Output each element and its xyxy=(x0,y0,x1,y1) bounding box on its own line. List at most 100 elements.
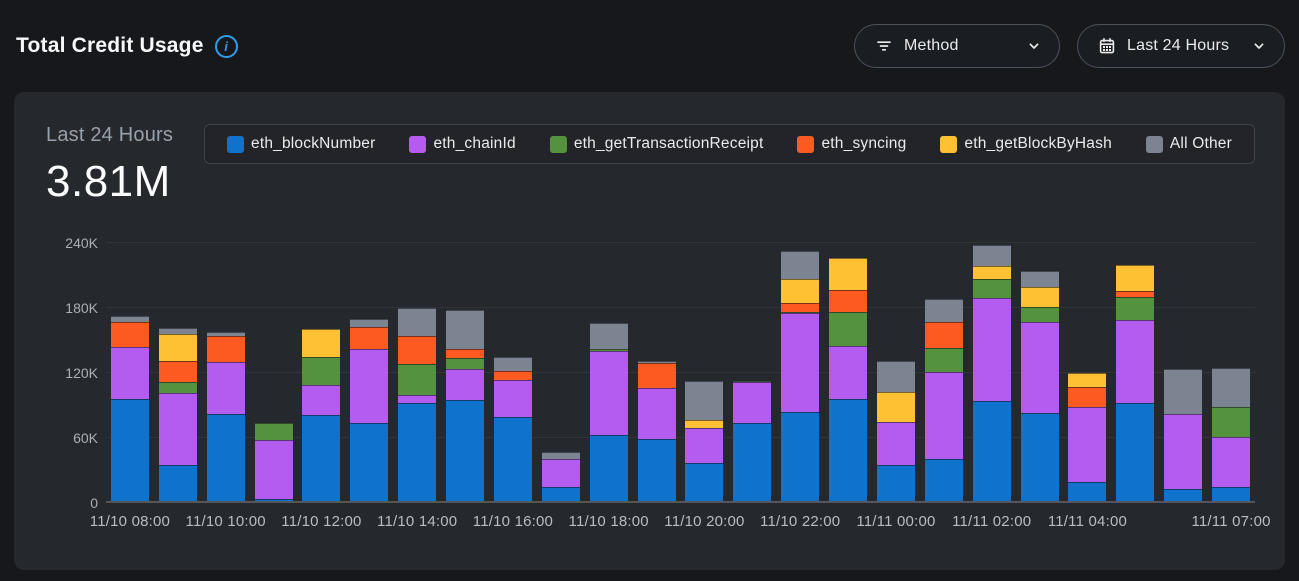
bar-segment-eth-chainid[interactable] xyxy=(206,362,245,415)
bar-segment-eth-syncing[interactable] xyxy=(350,327,389,350)
bar-segment-eth-chainid[interactable] xyxy=(398,394,437,404)
bar-segment-eth-gettransactionreceipt[interactable] xyxy=(1212,406,1251,437)
legend-item-eth-syncing[interactable]: eth_syncing xyxy=(797,135,906,153)
stacked-bar-11-11-02-00[interactable] xyxy=(972,245,1011,503)
stacked-bar-11-10-21-00[interactable] xyxy=(733,380,772,503)
bar-segment-eth-chainid[interactable] xyxy=(1116,319,1155,404)
bar-segment-eth-chainid[interactable] xyxy=(350,349,389,423)
bar-segment-all-other[interactable] xyxy=(541,452,580,459)
bar-segment-eth-syncing[interactable] xyxy=(829,289,868,313)
stacked-bar-11-10-10-00[interactable] xyxy=(206,331,245,503)
bar-segment-eth-chainid[interactable] xyxy=(1212,436,1251,487)
bar-segment-eth-gettransactionreceipt[interactable] xyxy=(733,380,772,382)
bar-segment-eth-syncing[interactable] xyxy=(446,349,485,358)
bar-segment-eth-syncing[interactable] xyxy=(110,322,149,347)
method-filter-dropdown[interactable]: Method xyxy=(854,24,1060,68)
bar-segment-eth-getblockbyhash[interactable] xyxy=(1116,264,1155,291)
bar-segment-eth-gettransactionreceipt[interactable] xyxy=(302,356,341,385)
bar-segment-eth-syncing[interactable] xyxy=(924,322,963,349)
bar-segment-eth-getblockbyhash[interactable] xyxy=(1020,287,1059,307)
bar-segment-eth-gettransactionreceipt[interactable] xyxy=(829,312,868,346)
bar-segment-all-other[interactable] xyxy=(206,331,245,337)
bar-segment-eth-getblockbyhash[interactable] xyxy=(1068,373,1107,388)
stacked-bar-11-10-23-00[interactable] xyxy=(829,258,868,503)
bar-segment-all-other[interactable] xyxy=(446,310,485,350)
bar-segment-eth-gettransactionreceipt[interactable] xyxy=(972,278,1011,299)
stacked-bar-11-10-17-00[interactable] xyxy=(541,452,580,503)
bar-segment-eth-blocknumber[interactable] xyxy=(781,412,820,503)
bar-segment-all-other[interactable] xyxy=(493,356,532,371)
bar-segment-all-other[interactable] xyxy=(1212,367,1251,407)
stacked-bar-11-11-07-00[interactable] xyxy=(1212,367,1251,503)
legend-item-all-other[interactable]: All Other xyxy=(1145,135,1232,153)
bar-segment-eth-blocknumber[interactable] xyxy=(1116,403,1155,503)
bar-segment-eth-blocknumber[interactable] xyxy=(254,498,293,503)
stacked-bar-11-10-11-00[interactable] xyxy=(254,422,293,503)
legend-item-eth-blocknumber[interactable]: eth_blockNumber xyxy=(227,135,375,153)
bar-segment-eth-syncing[interactable] xyxy=(493,370,532,380)
bar-segment-eth-blocknumber[interactable] xyxy=(302,415,341,503)
bar-segment-eth-gettransactionreceipt[interactable] xyxy=(446,357,485,369)
bar-segment-eth-syncing[interactable] xyxy=(158,361,197,382)
stacked-bar-11-10-18-00[interactable] xyxy=(589,323,628,503)
bar-segment-eth-gettransactionreceipt[interactable] xyxy=(589,349,628,352)
bar-segment-eth-blocknumber[interactable] xyxy=(158,465,197,503)
bar-segment-all-other[interactable] xyxy=(637,361,676,364)
bar-segment-eth-chainid[interactable] xyxy=(876,421,915,466)
bar-segment-eth-chainid[interactable] xyxy=(302,384,341,416)
legend-item-eth-getblockbyhash[interactable]: eth_getBlockByHash xyxy=(940,135,1112,153)
bar-segment-all-other[interactable] xyxy=(110,315,149,323)
bar-segment-eth-blocknumber[interactable] xyxy=(350,422,389,503)
bar-segment-all-other[interactable] xyxy=(924,299,963,323)
bar-segment-eth-chainid[interactable] xyxy=(829,345,868,399)
bar-segment-eth-chainid[interactable] xyxy=(446,368,485,401)
stacked-bar-11-10-08-00[interactable] xyxy=(110,315,149,503)
stacked-bar-11-10-20-00[interactable] xyxy=(685,380,724,503)
bar-segment-eth-getblockbyhash[interactable] xyxy=(972,265,1011,279)
legend-item-eth-gettransactionreceipt[interactable]: eth_getTransactionReceipt xyxy=(549,135,764,153)
bar-segment-eth-chainid[interactable] xyxy=(1020,322,1059,414)
date-range-dropdown[interactable]: Last 24 Hours xyxy=(1077,24,1285,68)
bar-segment-all-other[interactable] xyxy=(1164,368,1203,415)
bar-segment-eth-blocknumber[interactable] xyxy=(1068,482,1107,503)
bar-segment-eth-getblockbyhash[interactable] xyxy=(829,258,868,290)
stacked-bar-11-10-19-00[interactable] xyxy=(637,361,676,503)
bar-segment-eth-chainid[interactable] xyxy=(589,351,628,435)
bar-segment-eth-syncing[interactable] xyxy=(398,336,437,365)
bar-segment-eth-blocknumber[interactable] xyxy=(398,403,437,503)
bar-segment-eth-chainid[interactable] xyxy=(781,313,820,412)
legend-item-eth-chainid[interactable]: eth_chainId xyxy=(409,135,516,153)
bar-segment-all-other[interactable] xyxy=(1020,271,1059,288)
bar-segment-eth-blocknumber[interactable] xyxy=(493,417,532,503)
bar-segment-eth-chainid[interactable] xyxy=(972,298,1011,402)
bar-segment-all-other[interactable] xyxy=(350,318,389,328)
stacked-bar-11-10-13-00[interactable] xyxy=(350,318,389,503)
bar-segment-eth-getblockbyhash[interactable] xyxy=(876,391,915,422)
bar-segment-eth-blocknumber[interactable] xyxy=(733,422,772,503)
bar-segment-eth-gettransactionreceipt[interactable] xyxy=(1020,306,1059,323)
bar-segment-eth-blocknumber[interactable] xyxy=(685,462,724,503)
bar-segment-eth-syncing[interactable] xyxy=(206,336,245,363)
bar-segment-all-other[interactable] xyxy=(781,250,820,279)
bar-segment-eth-chainid[interactable] xyxy=(541,458,580,487)
stacked-bar-11-11-06-00[interactable] xyxy=(1164,368,1203,503)
stacked-bar-11-10-12-00[interactable] xyxy=(302,328,341,503)
bar-segment-all-other[interactable] xyxy=(685,380,724,420)
stacked-bar-11-11-01-00[interactable] xyxy=(924,299,963,503)
stacked-bar-11-10-22-00[interactable] xyxy=(781,250,820,503)
bar-segment-eth-blocknumber[interactable] xyxy=(1164,488,1203,503)
bar-segment-all-other[interactable] xyxy=(972,245,1011,266)
bar-segment-eth-gettransactionreceipt[interactable] xyxy=(1116,297,1155,320)
bar-segment-all-other[interactable] xyxy=(158,327,197,335)
bar-segment-eth-syncing[interactable] xyxy=(1068,387,1107,407)
stacked-bar-11-11-00-00[interactable] xyxy=(876,361,915,503)
bar-segment-eth-blocknumber[interactable] xyxy=(589,434,628,503)
bar-segment-eth-gettransactionreceipt[interactable] xyxy=(158,381,197,393)
stacked-bar-11-10-16-00[interactable] xyxy=(493,356,532,503)
bar-segment-eth-blocknumber[interactable] xyxy=(1020,413,1059,503)
bar-segment-eth-chainid[interactable] xyxy=(1164,414,1203,489)
bar-segment-eth-getblockbyhash[interactable] xyxy=(685,419,724,429)
stacked-bar-11-11-04-00[interactable] xyxy=(1068,373,1107,503)
bar-segment-eth-chainid[interactable] xyxy=(158,392,197,466)
bar-segment-eth-blocknumber[interactable] xyxy=(206,414,245,503)
